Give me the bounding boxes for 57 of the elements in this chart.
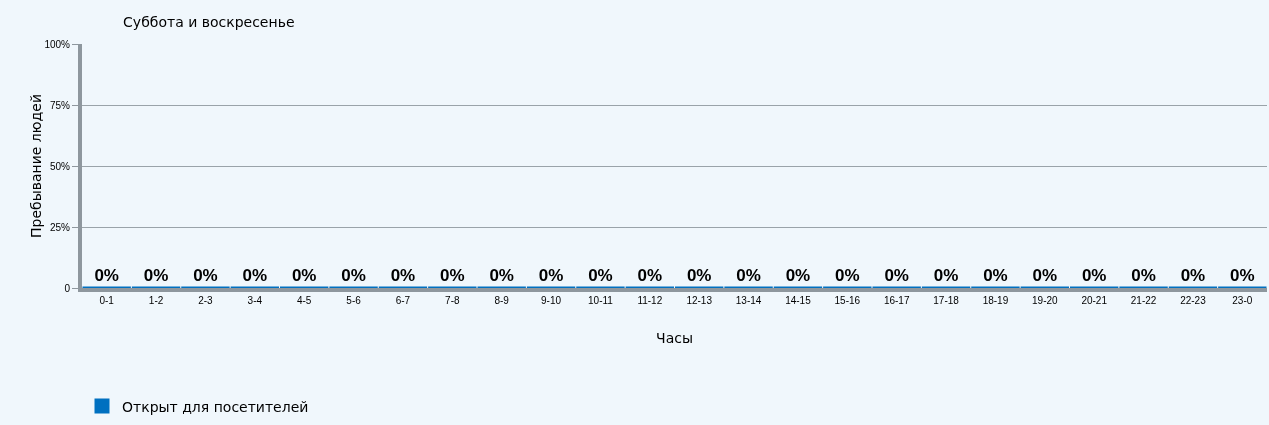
x-tick-label: 5-6 [346, 295, 362, 306]
chart-title: Суббота и воскресенье [123, 13, 295, 30]
x-tick-label: 21-22 [1130, 295, 1157, 306]
data-label: 0% [983, 266, 1008, 285]
y-tick-label: 0 [64, 282, 71, 294]
x-tick-label: 2-3 [198, 295, 214, 306]
data-label: 0% [1032, 266, 1058, 285]
x-tick-label: 6-7 [395, 295, 411, 306]
x-tick-label: 22-23 [1180, 295, 1207, 306]
x-tick-label: 8-9 [494, 295, 510, 306]
x-tick-label: 3-4 [247, 295, 263, 306]
y-tick-label: 75% [49, 99, 71, 111]
data-label: 0% [884, 266, 909, 285]
x-tick-label: 1-2 [148, 295, 164, 306]
data-label: 0% [835, 266, 860, 285]
x-axis-title: Часы [656, 330, 693, 346]
y-tick-label: 100% [44, 38, 71, 50]
data-label: 0% [686, 266, 712, 285]
x-tick-label: 4-5 [296, 295, 312, 306]
data-label: 0% [143, 266, 169, 285]
data-label: 0% [440, 266, 465, 285]
data-label: 0% [1131, 266, 1156, 285]
data-label: 0% [637, 266, 663, 285]
data-label: 0% [538, 266, 564, 285]
data-label: 0% [736, 266, 761, 285]
legend-label: Открыт для посетителей [122, 398, 309, 415]
y-axis-title: Пребывание людей [28, 94, 44, 238]
y-tick-label: 50% [49, 160, 71, 172]
x-tick-label: 18-19 [982, 295, 1009, 306]
x-tick-label: 10-11 [588, 295, 614, 306]
x-tick-label: 17-18 [933, 295, 960, 306]
data-label: 0% [291, 266, 317, 285]
data-label: 0% [390, 266, 416, 285]
data-label: 0% [489, 266, 514, 285]
data-label: 0% [193, 266, 218, 285]
x-tick-label: 20-21 [1081, 295, 1108, 306]
x-tick-label: 9-10 [541, 295, 562, 306]
x-tick-label: 23-0 [1232, 295, 1253, 306]
x-tick-label: 13-14 [735, 295, 762, 306]
data-label: 0% [341, 266, 366, 285]
x-tick-label: 16-17 [883, 295, 910, 306]
data-label: 0% [242, 266, 268, 285]
y-tick-label: 25% [49, 221, 71, 233]
x-tick-label: 14-15 [785, 295, 812, 306]
x-tick-label: 19-20 [1032, 295, 1059, 306]
data-label: 0% [1081, 266, 1107, 285]
data-label: 0% [588, 266, 613, 285]
x-tick-label: 7-8 [445, 295, 460, 306]
data-label: 0% [1180, 266, 1206, 285]
x-tick-label: 0-1 [99, 295, 115, 306]
x-tick-label: 11-12 [637, 295, 663, 306]
data-label: 0% [1230, 266, 1255, 285]
data-label: 0% [933, 266, 959, 285]
x-tick-label: 12-13 [686, 295, 713, 306]
data-label: 0% [94, 266, 119, 285]
x-tick-label: 15-16 [834, 295, 861, 306]
data-label: 0% [785, 266, 811, 285]
